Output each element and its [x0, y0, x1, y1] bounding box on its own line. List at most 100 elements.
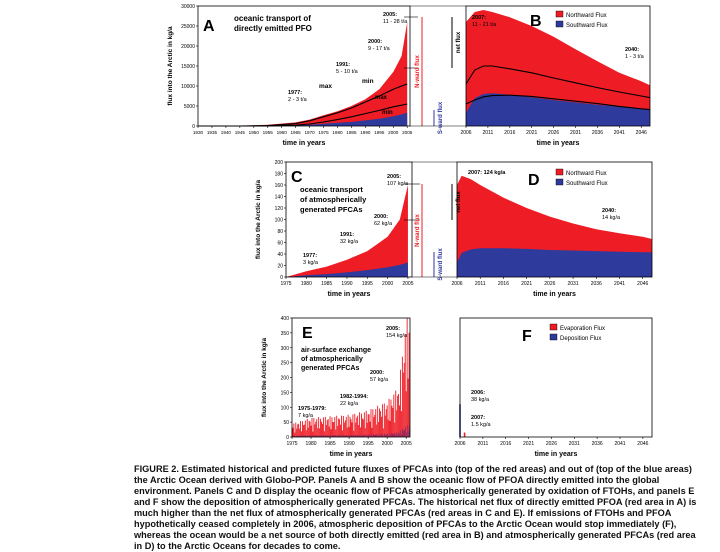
x-tick-label: 1995: [363, 441, 374, 447]
panel-a-min-label: min: [362, 78, 374, 85]
panel-f-annotation: 2006:: [471, 390, 485, 396]
x-tick-label: 1985: [346, 130, 357, 135]
x-tick-label: 1975: [286, 441, 297, 447]
panel-c-title: generated PFCAs: [300, 205, 363, 214]
panel-d-legend-label: Northward Flux: [566, 171, 607, 177]
x-tick-label: 2031: [568, 281, 579, 287]
panel-d-annotation-value: 14 kg/a: [602, 215, 621, 221]
panel-e-annotation: 2005:: [386, 326, 400, 332]
y-tick-label: 5000: [184, 104, 195, 110]
x-tick-label: 1980: [301, 281, 312, 287]
x-tick-label: 2005: [402, 281, 413, 287]
panel-e-title: of atmospherically: [301, 356, 363, 363]
x-tick-label: 2016: [500, 441, 511, 447]
panel-e-annotation-value: 154 kg/a: [386, 333, 408, 339]
panel-b-legend-swatch: [555, 10, 564, 18]
y-tick-label: 0: [286, 435, 289, 441]
panel-c-annotation-value: 3 kg/a: [303, 260, 319, 266]
y-tick-label: 0: [192, 124, 195, 130]
panel-b-legend-label: Southward Flux: [566, 23, 608, 29]
panel-a-max-label: max: [319, 83, 332, 90]
panel-d-letter: D: [528, 172, 540, 189]
panel-c-title: of atmospherically: [300, 195, 367, 204]
y-tick-label: 50: [283, 420, 289, 426]
panel-b-bracket-net-label: net flux: [456, 31, 462, 53]
x-tick-label: 1985: [321, 281, 332, 287]
x-tick-label: 2000: [382, 441, 393, 447]
x-tick-label: 2041: [614, 441, 625, 447]
panel-f-annotation-value: 1.5 kg/a: [471, 422, 492, 428]
x-tick-label: 2006: [454, 441, 465, 447]
x-tick-label: 2005: [402, 130, 413, 135]
x-tick-label: 2016: [498, 281, 509, 287]
y-tick-label: 15000: [181, 64, 195, 70]
y-tick-label: 150: [281, 390, 290, 396]
panel-b-annotation: 2007:: [472, 15, 486, 21]
panel-b-legend-label: Northward Flux: [566, 13, 607, 19]
panel-c-annotation: 1977:: [303, 253, 317, 259]
x-tick-label: 2036: [592, 441, 603, 447]
y-tick-label: 400: [281, 316, 290, 322]
panel-c-annotation: 1991:: [340, 232, 354, 238]
panel-b-max-curve: [465, 65, 651, 99]
panel-d-legend-label: Southward Flux: [566, 181, 608, 187]
y-tick-label: 10000: [181, 84, 195, 90]
panel-b-min-curve: [465, 94, 651, 111]
y-tick-label: 40: [277, 252, 283, 258]
y-tick-label: 0: [280, 275, 283, 281]
panel-b-southward-area: [466, 93, 650, 126]
x-tick-label: 2005: [401, 441, 412, 447]
x-tick-label: 2041: [614, 130, 625, 136]
panel-d-annotation: 2007: 124 kg/a: [468, 170, 506, 176]
panel-b-letter: B: [530, 13, 542, 30]
y-tick-label: 350: [281, 331, 290, 337]
panel-f-letter: F: [522, 328, 532, 345]
y-tick-label: 120: [275, 206, 284, 212]
x-tick-label: 2021: [523, 441, 534, 447]
panel-e-annotation-value: 57 kg/a: [370, 377, 389, 383]
x-tick-label: 2021: [521, 281, 532, 287]
x-tick-label: 1970: [304, 130, 315, 135]
panel-e-annotation: 1975-1979:: [298, 406, 326, 412]
panel-b-bracket-south-label: S-ward flux: [438, 101, 444, 134]
panel-c-southward-area: [286, 262, 408, 277]
x-tick-label: 1965: [291, 130, 302, 135]
panel-f-frame: [459, 317, 653, 438]
y-axis-label: flux into the Arctic in kg/a: [255, 180, 262, 260]
panel-e-title: air-surface exchange: [301, 347, 371, 354]
x-tick-label: 2046: [636, 130, 647, 136]
panel-b-annotation-value: 11 - 21 t/a: [472, 22, 497, 28]
panel-c-annotation-value: 32 kg/a: [340, 239, 359, 245]
panel-a-northward-area: [198, 22, 408, 126]
panel-d-bracket-north-label: N-ward flux: [415, 214, 421, 247]
x-tick-label: 1945: [235, 130, 246, 135]
panel-a-annotation: 1977:: [288, 90, 302, 96]
panel-b-annotation: 2040:: [625, 47, 639, 53]
panel-a-annotation: 2005:: [383, 12, 397, 18]
y-tick-label: 140: [275, 195, 284, 201]
panel-a-annotation-value: 9 - 17 t/a: [368, 46, 391, 52]
panel-a-max-label: max: [375, 95, 388, 101]
x-tick-label: 2036: [592, 130, 603, 136]
panel-f-legend-swatch: [549, 323, 558, 331]
x-tick-label: 1940: [221, 130, 232, 135]
x-tick-label: 1990: [360, 130, 371, 135]
panel-d-bracket-south-label: S-ward flux: [438, 248, 444, 281]
y-tick-label: 200: [281, 376, 290, 382]
panel-b-annotation-value: 1 - 3 t/a: [625, 54, 645, 60]
y-axis-label: flux into the Arctic in kg/a: [261, 338, 268, 418]
x-axis-label: time in years: [283, 140, 326, 147]
panel-c-annotation-value: 62 kg/a: [374, 221, 393, 227]
x-tick-label: 1995: [374, 130, 385, 135]
x-tick-label: 1980: [305, 441, 316, 447]
panel-f-legend-label: Deposition Flux: [560, 336, 601, 342]
panel-d-legend-swatch: [555, 168, 564, 176]
x-axis-label: time in years: [533, 291, 576, 298]
panel-a-annotation-value: 2 - 3 t/a: [288, 97, 308, 103]
panel-f-annotation-value: 38 kg/a: [471, 397, 490, 403]
y-tick-label: 300: [281, 346, 290, 352]
y-tick-label: 160: [275, 183, 284, 189]
panel-a-southward-area: [198, 112, 408, 126]
y-tick-label: 200: [275, 160, 284, 166]
